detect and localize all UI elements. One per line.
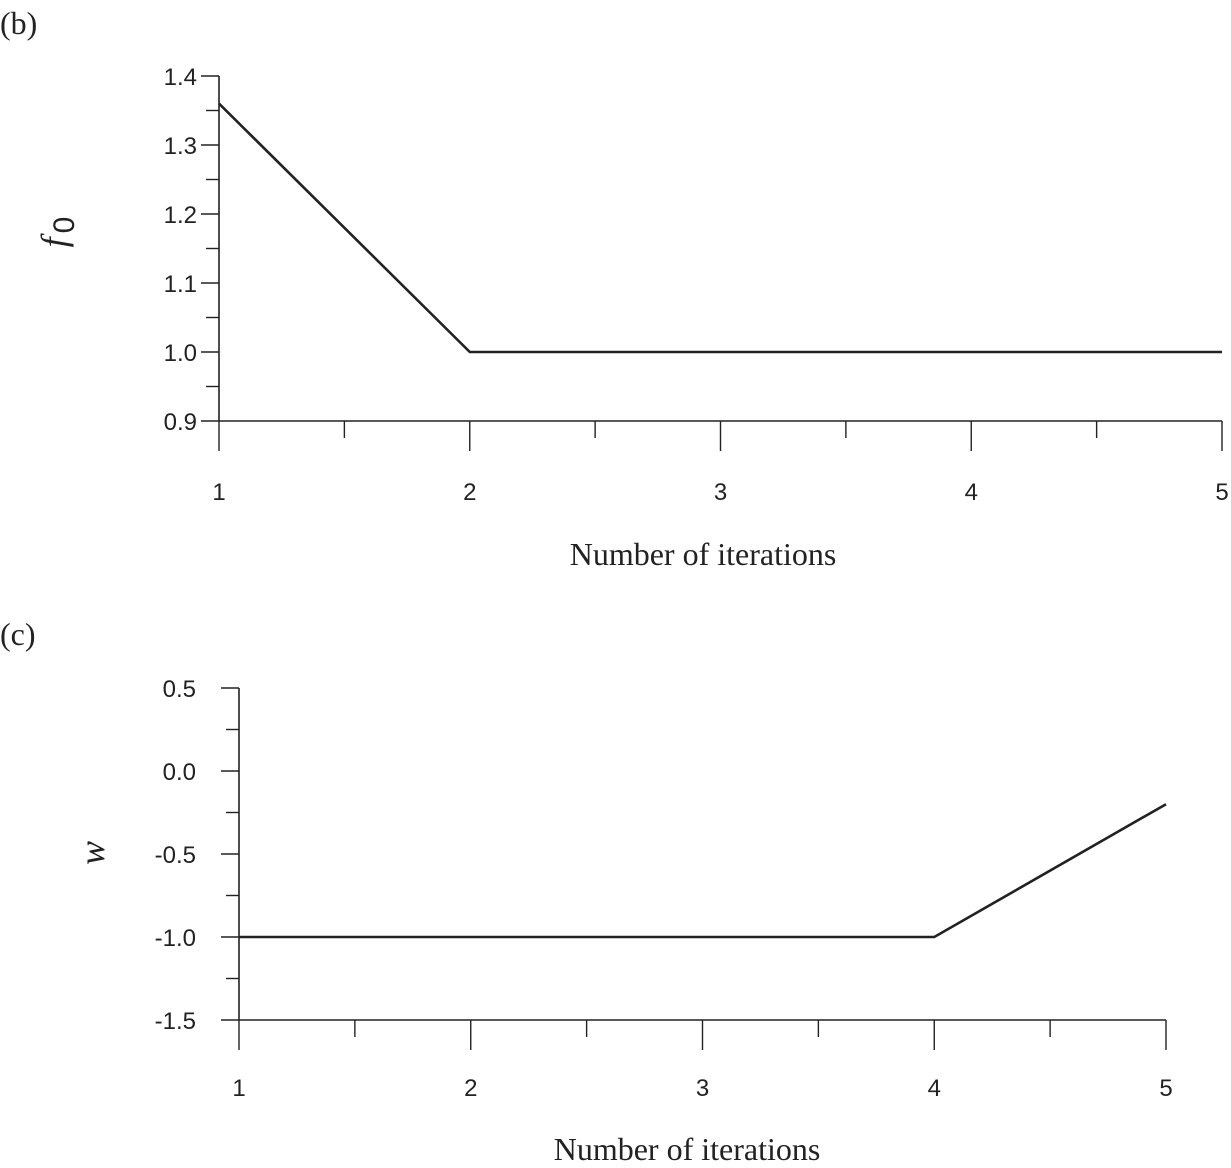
- y-axis-title-c-main: w: [72, 841, 112, 865]
- y-tick-label-b: 1.3: [164, 133, 197, 160]
- y-ticks-b: 0.9 1.0 1.1 1.2 1.3 1.4: [164, 64, 219, 436]
- y-tick-label-b: 1.1: [164, 271, 197, 298]
- x-tick-label-b: 1: [212, 479, 225, 506]
- y-ticks-c: -1.5 -1.0 -0.5 0.0 0.5: [155, 676, 239, 1035]
- x-tick-label-b: 3: [714, 479, 727, 506]
- y-tick-label-c: -0.5: [155, 842, 196, 869]
- x-tick-label-b: 4: [965, 479, 978, 506]
- x-axis-title-c: Number of iterations: [554, 1131, 821, 1167]
- y-tick-label-b: 0.9: [164, 409, 197, 436]
- panel-label-b: (b): [0, 5, 37, 41]
- chart-panel-c: (c) -1.5 -1.0 -0.5 0.0 0.5 1 2 3 4 5 Number of i…: [0, 616, 1173, 1167]
- y-tick-label-c: 0.5: [163, 676, 196, 703]
- y-axis-title-c: w: [72, 841, 112, 865]
- y-axis-title-b-main: f: [34, 232, 74, 247]
- y-tick-label-b: 1.4: [164, 64, 197, 91]
- x-tick-label-c: 5: [1159, 1075, 1172, 1102]
- y-tick-label-c: -1.5: [155, 1008, 196, 1035]
- y-axis-title-b-subscript: 0: [48, 217, 81, 234]
- y-tick-label-c: 0.0: [163, 759, 196, 786]
- series-line-b: [218, 102, 1222, 354]
- x-tick-label-c: 3: [696, 1075, 709, 1102]
- y-tick-label-b: 1.0: [164, 340, 197, 367]
- x-tick-label-c: 1: [232, 1075, 245, 1102]
- series-b: [218, 102, 1222, 354]
- x-tick-label-b: 2: [463, 479, 476, 506]
- x-axis-title-b: Number of iterations: [570, 536, 837, 572]
- x-ticks-b: 1 2 3 4 5: [212, 421, 1229, 506]
- y-tick-label-c: -1.0: [155, 925, 196, 952]
- x-tick-label-c: 2: [464, 1075, 477, 1102]
- x-tick-label-c: 4: [928, 1075, 941, 1102]
- panel-label-c: (c): [0, 616, 36, 652]
- series-line-c: [239, 803, 1167, 939]
- svg-text:f0: f0: [34, 217, 81, 248]
- x-tick-label-b: 5: [1215, 479, 1228, 506]
- x-ticks-c: 1 2 3 4 5: [232, 1020, 1173, 1102]
- chart-panel-b: (b) 0.9 1.0 1.1 1.2 1.3 1.4 1 2 3 4 5 Number of i…: [0, 5, 1229, 572]
- series-c: [239, 803, 1167, 939]
- y-tick-label-b: 1.2: [164, 202, 197, 229]
- y-axis-title-b: f0: [34, 217, 81, 248]
